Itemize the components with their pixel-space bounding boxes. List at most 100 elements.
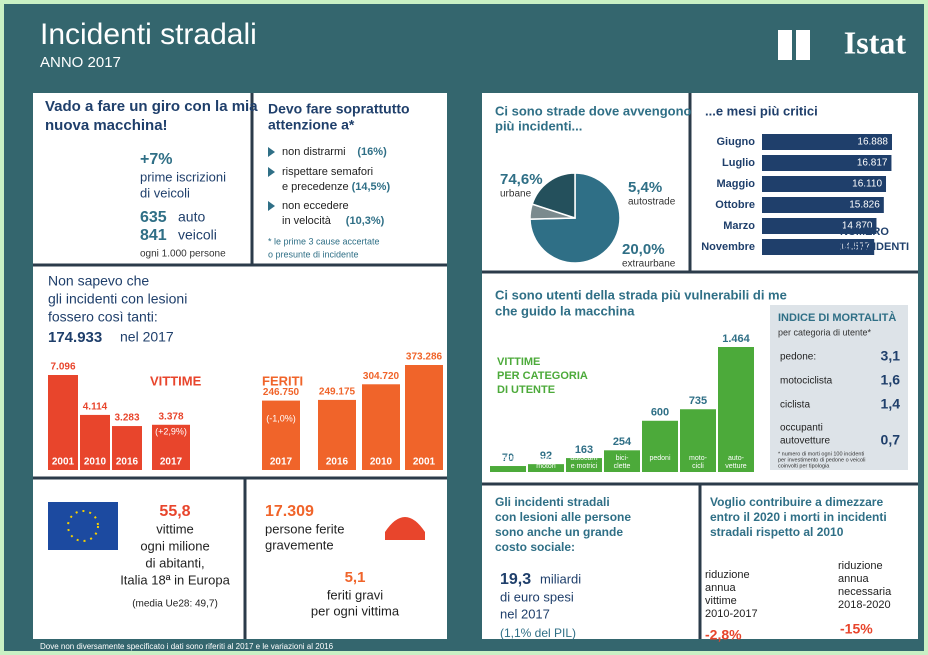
- category-label: autocarri: [570, 455, 598, 462]
- category-label: motori: [536, 463, 556, 470]
- note: (media Ue28: 49,7): [132, 599, 218, 610]
- share: (14,5%): [352, 181, 391, 193]
- heading: con lesioni alle persone: [495, 510, 631, 524]
- label: nel 2017: [120, 329, 174, 345]
- heading: stradali rispetto al 2010: [710, 525, 844, 539]
- value: 635: [140, 209, 167, 226]
- slice-label: 5,4%: [628, 179, 662, 196]
- label: riduzione: [705, 569, 750, 581]
- bar-label: 3.283: [114, 413, 139, 424]
- category-label: bici-: [616, 455, 630, 462]
- note: o presunte di incidente: [268, 249, 359, 259]
- share: (16%): [357, 146, 387, 158]
- footnote: Dove non diversamente specificato i dati…: [40, 642, 334, 651]
- label: annua: [838, 573, 869, 585]
- bar-label: 304.720: [363, 371, 400, 382]
- bar-label: 15.826: [849, 200, 880, 211]
- label: gravemente: [265, 537, 334, 552]
- year-label: 2017: [160, 457, 183, 468]
- value: +7%: [140, 151, 172, 168]
- heading: Voglio contribuire a dimezzare: [710, 495, 883, 509]
- category-label: e motrici: [571, 463, 598, 470]
- item: rispettare semafori: [282, 166, 373, 178]
- bar-label: 735: [689, 395, 707, 407]
- heading: che guido la macchina: [495, 303, 635, 318]
- subtitle: ANNO 2017: [40, 54, 121, 71]
- note: coinvolti per tipologia: [778, 463, 830, 469]
- value: 841: [140, 227, 167, 244]
- year-label: 2010: [84, 457, 107, 468]
- bar-label: 1.464: [722, 333, 750, 345]
- eu-flag: [48, 502, 118, 550]
- legend: NUMERO: [840, 226, 889, 238]
- category-label: Novembre: [701, 241, 755, 253]
- row-value: 1,4: [881, 396, 901, 412]
- value: -15%: [840, 621, 873, 637]
- bar-label: 7.096: [50, 362, 75, 373]
- bar-label: 373.286: [406, 352, 443, 363]
- label: vittime: [705, 595, 737, 607]
- row-label: occupanti: [780, 423, 823, 434]
- legend: DI INCIDENTI: [840, 241, 909, 253]
- category-label: altri: [502, 455, 514, 462]
- year-label: 2016: [326, 457, 349, 468]
- value: 17.309: [265, 503, 314, 520]
- heading: fossero così tanti:: [48, 309, 158, 325]
- category-label: Marzo: [723, 220, 755, 232]
- value: -2,8%: [705, 627, 742, 643]
- heading: sono anche un grande: [495, 525, 623, 539]
- note: * le prime 3 cause accertate: [268, 236, 380, 246]
- heading: Vado a fare un giro con la mia: [45, 98, 258, 115]
- bar-label: 246.750: [263, 387, 300, 398]
- label: persone ferite: [265, 521, 345, 536]
- row-label: autovetture: [780, 436, 830, 447]
- series-label: FERITI: [262, 373, 303, 388]
- title: Incidenti stradali: [40, 18, 257, 51]
- category-label: Luglio: [722, 157, 755, 169]
- heading: gli incidenti con lesioni: [48, 291, 187, 307]
- label: veicoli: [178, 227, 217, 243]
- bar-label: 4.114: [83, 402, 108, 413]
- change: (+2,9%): [155, 426, 187, 436]
- row-value: 0,7: [881, 432, 901, 448]
- heading: ...e mesi più critici: [705, 103, 818, 118]
- bar-label: 16.110: [852, 179, 882, 190]
- label: miliardi: [540, 571, 581, 586]
- label: necessaria: [838, 586, 892, 598]
- heading: Devo fare soprattutto: [268, 101, 410, 117]
- category-label: clette: [614, 463, 631, 470]
- category-label: ciclo-: [538, 455, 555, 462]
- value: 5,1: [345, 569, 366, 586]
- value: 55,8: [159, 503, 190, 520]
- category-label: pedoni: [649, 455, 670, 462]
- label: DI UTENTE: [497, 384, 555, 396]
- heading: INDICE DI MORTALITÀ: [778, 311, 896, 324]
- label: VITTIME: [497, 356, 540, 368]
- label: feriti gravi: [327, 587, 383, 602]
- label: 2018-2020: [838, 599, 891, 611]
- row-value: 1,6: [881, 372, 901, 388]
- item: non distrarmi: [282, 146, 346, 158]
- slice-name: extraurbane: [622, 259, 676, 270]
- label: di euro spesi: [500, 589, 574, 604]
- item: in velocità: [282, 215, 332, 227]
- infographic: Incidenti stradaliANNO 2017IstatVado a f…: [0, 0, 928, 655]
- row-label: motociclista: [780, 376, 833, 387]
- label: auto: [178, 209, 205, 225]
- label: Italia 18ª in Europa: [120, 572, 230, 587]
- label: ogni 1.000 persone: [140, 249, 226, 260]
- heading: più incidenti...: [495, 118, 582, 133]
- note: (1,1% del PIL): [500, 626, 576, 640]
- value: 19,3: [500, 571, 531, 588]
- item: non eccedere: [282, 200, 349, 212]
- share: (10,3%): [346, 215, 385, 227]
- label: nel 2017: [500, 606, 550, 621]
- heading: nuova macchina!: [45, 117, 168, 134]
- subtitle: per categoria di utente*: [778, 327, 872, 337]
- category-label: Maggio: [717, 178, 756, 190]
- slice-name: urbane: [500, 189, 532, 200]
- heading: Ci sono strade dove avvengono: [495, 103, 692, 118]
- left-card: [33, 93, 447, 639]
- slice-name: autostrade: [628, 197, 676, 208]
- category-label: Giugno: [717, 136, 756, 148]
